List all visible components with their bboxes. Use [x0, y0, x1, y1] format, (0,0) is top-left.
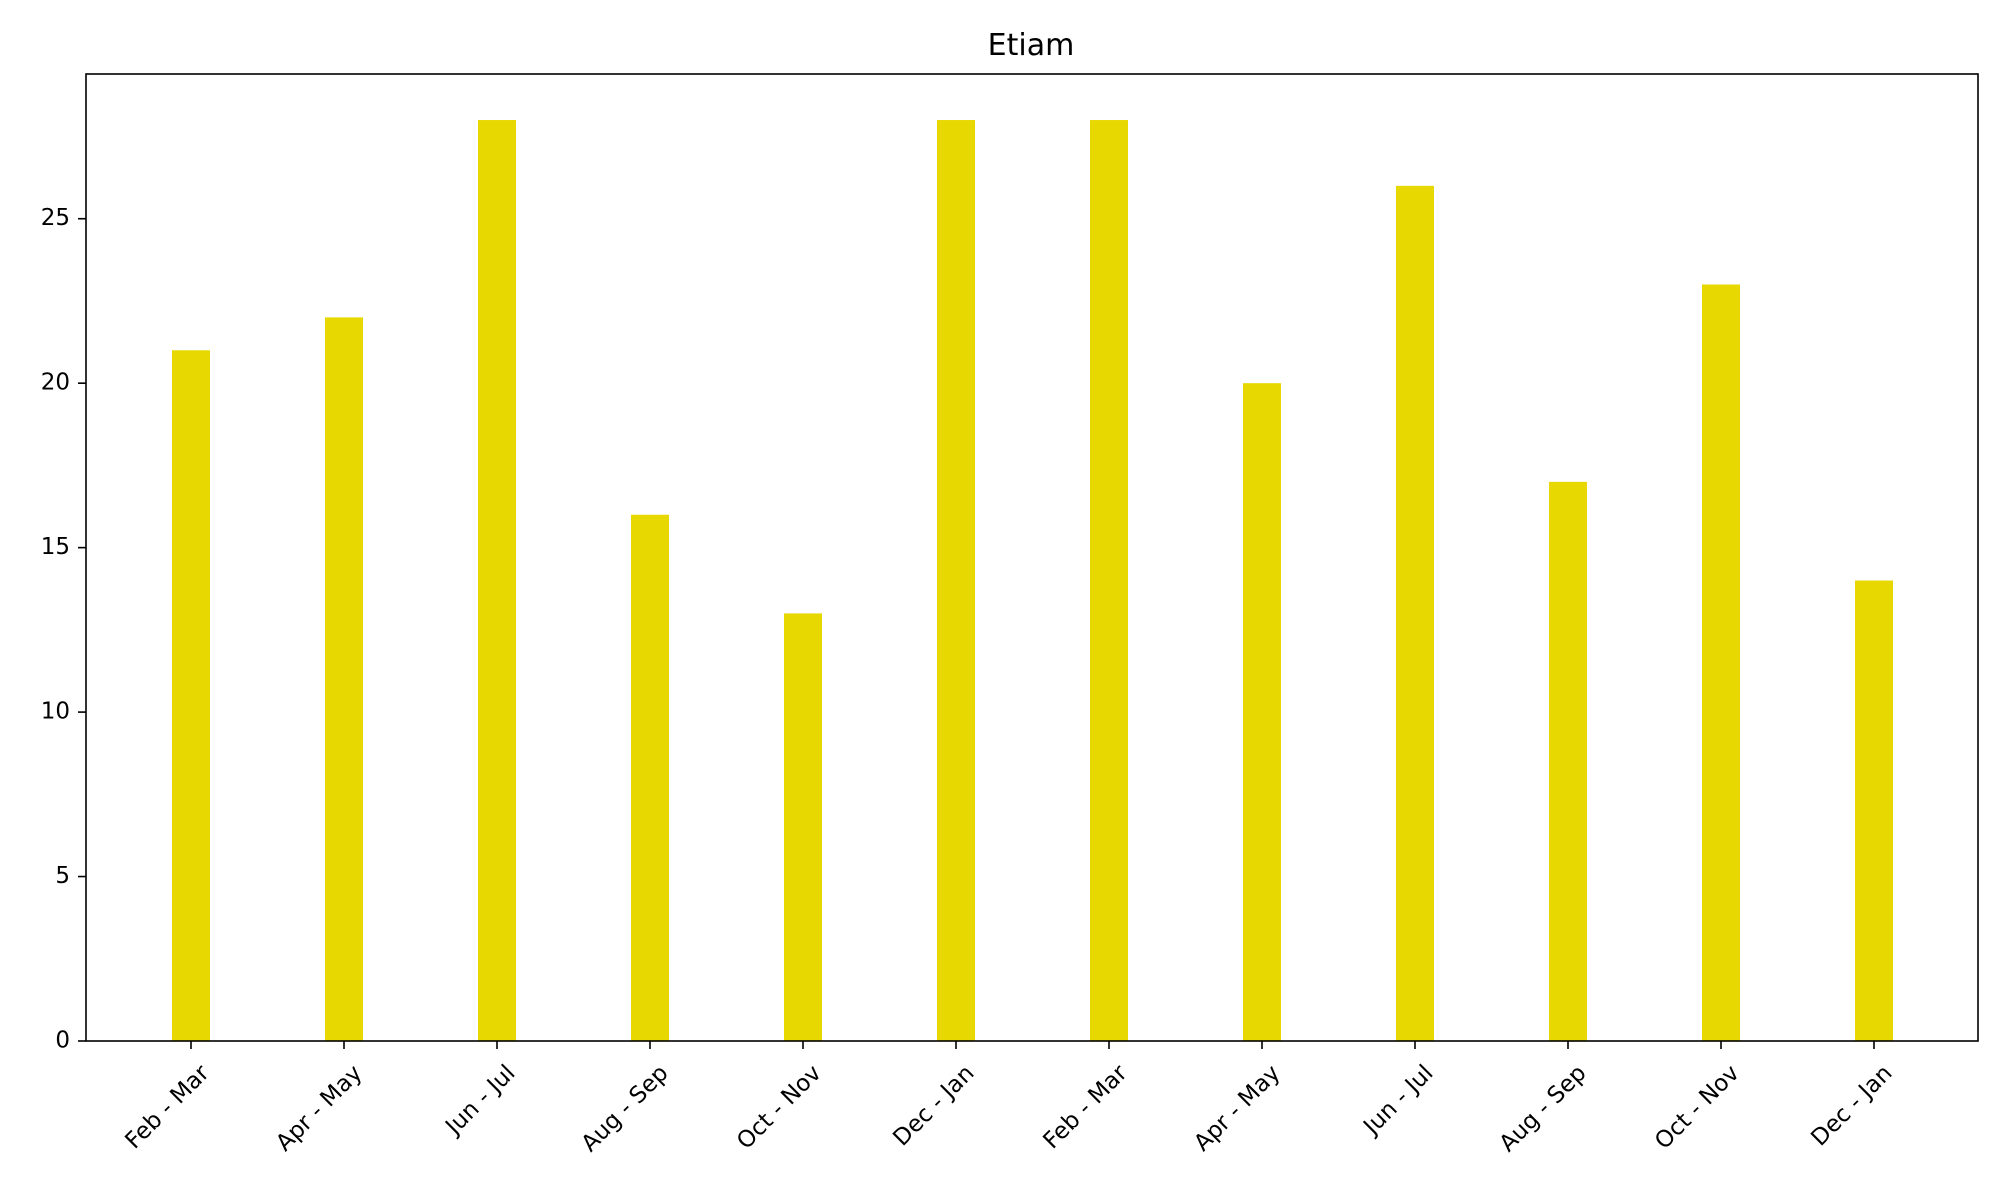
- y-tick-label: 20: [41, 370, 70, 396]
- x-tick-label: Aug - Sep: [577, 1060, 674, 1157]
- bar: [1090, 120, 1128, 1042]
- bar: [478, 120, 516, 1042]
- x-tick-label: Dec - Jan: [1806, 1060, 1897, 1151]
- bar: [1243, 383, 1281, 1041]
- x-tick-label: Feb - Mar: [1038, 1060, 1132, 1154]
- x-tick-label: Apr - May: [271, 1060, 367, 1156]
- bar: [1396, 185, 1434, 1041]
- chart-title: Etiam: [988, 28, 1075, 63]
- x-tick-label: Jun - Jul: [440, 1060, 521, 1141]
- y-tick-label: 10: [41, 699, 70, 725]
- bars-layer: [172, 120, 1893, 1042]
- y-tick-label: 5: [55, 863, 70, 889]
- y-tick-label: 25: [41, 205, 70, 231]
- bar: [172, 350, 210, 1041]
- bar: [784, 613, 822, 1041]
- bar: [937, 120, 975, 1042]
- x-tick-label: Feb - Mar: [120, 1060, 214, 1154]
- bar: [1549, 481, 1587, 1041]
- bar: [1702, 284, 1740, 1041]
- plot-frame: [85, 73, 1979, 1042]
- x-tick-label: Oct - Nov: [732, 1060, 826, 1154]
- bar: [1855, 580, 1893, 1041]
- x-tick-label: Aug - Sep: [1495, 1060, 1592, 1157]
- y-tick-label: 15: [41, 534, 70, 560]
- x-tick-label: Jun - Jul: [1358, 1060, 1439, 1141]
- bar: [631, 514, 669, 1041]
- x-tick-label: Dec - Jan: [888, 1060, 979, 1151]
- y-tick-label: 0: [55, 1028, 70, 1054]
- x-tick-label: Oct - Nov: [1650, 1060, 1744, 1154]
- bar: [325, 317, 363, 1042]
- x-tick-label: Apr - May: [1189, 1060, 1285, 1156]
